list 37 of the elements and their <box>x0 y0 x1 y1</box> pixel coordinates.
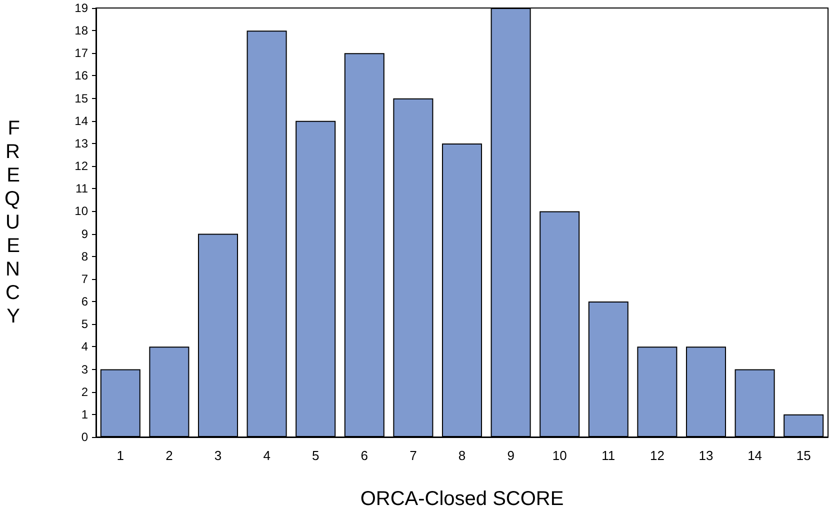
y-tick-label: 12 <box>74 159 88 174</box>
y-tick-label: 17 <box>74 46 88 60</box>
x-tick-label: 8 <box>458 448 466 463</box>
x-tick-label: 11 <box>602 448 616 463</box>
y-tick-label: 15 <box>74 91 88 106</box>
y-tick-label: 1 <box>81 407 88 422</box>
y-tick-label: 10 <box>74 204 88 218</box>
x-tick-label: 4 <box>263 448 270 463</box>
y-tick-label: 3 <box>81 362 88 376</box>
x-tick-label: 2 <box>166 448 173 463</box>
y-tick-label: 14 <box>74 114 88 128</box>
x-tick-label: 6 <box>360 448 368 463</box>
x-tick-label: 15 <box>796 448 811 463</box>
y-tick-label: 2 <box>81 384 88 399</box>
x-axis-title: ORCA-Closed SCORE <box>360 488 564 510</box>
x-tick-label: 5 <box>312 448 320 463</box>
y-tick-label: 4 <box>81 340 88 354</box>
x-tick-label: 9 <box>507 448 514 463</box>
y-tick-label: 9 <box>81 226 88 241</box>
y-tick-label: 18 <box>74 24 88 38</box>
text: FREQUENCY <box>4 118 20 328</box>
x-tick-label: 7 <box>410 448 417 463</box>
y-tick-label: 16 <box>74 68 88 83</box>
y-tick-label: 0 <box>81 430 88 444</box>
y-tick-label: 8 <box>81 249 88 264</box>
y-tick-label: 13 <box>74 136 88 150</box>
x-tick-label: 12 <box>650 448 664 463</box>
x-tick-label: 3 <box>214 448 222 463</box>
x-tick-label: 1 <box>116 448 124 463</box>
y-tick-label: 7 <box>81 272 88 286</box>
y-tick-label: 5 <box>81 317 88 332</box>
y-tick-label: 6 <box>81 294 88 309</box>
y-tick-label: 19 <box>74 1 88 15</box>
x-tick-label: 14 <box>748 448 762 463</box>
y-tick-label: 11 <box>76 182 88 196</box>
x-tick-label: 13 <box>698 448 714 463</box>
x-tick-label: 10 <box>552 448 567 463</box>
